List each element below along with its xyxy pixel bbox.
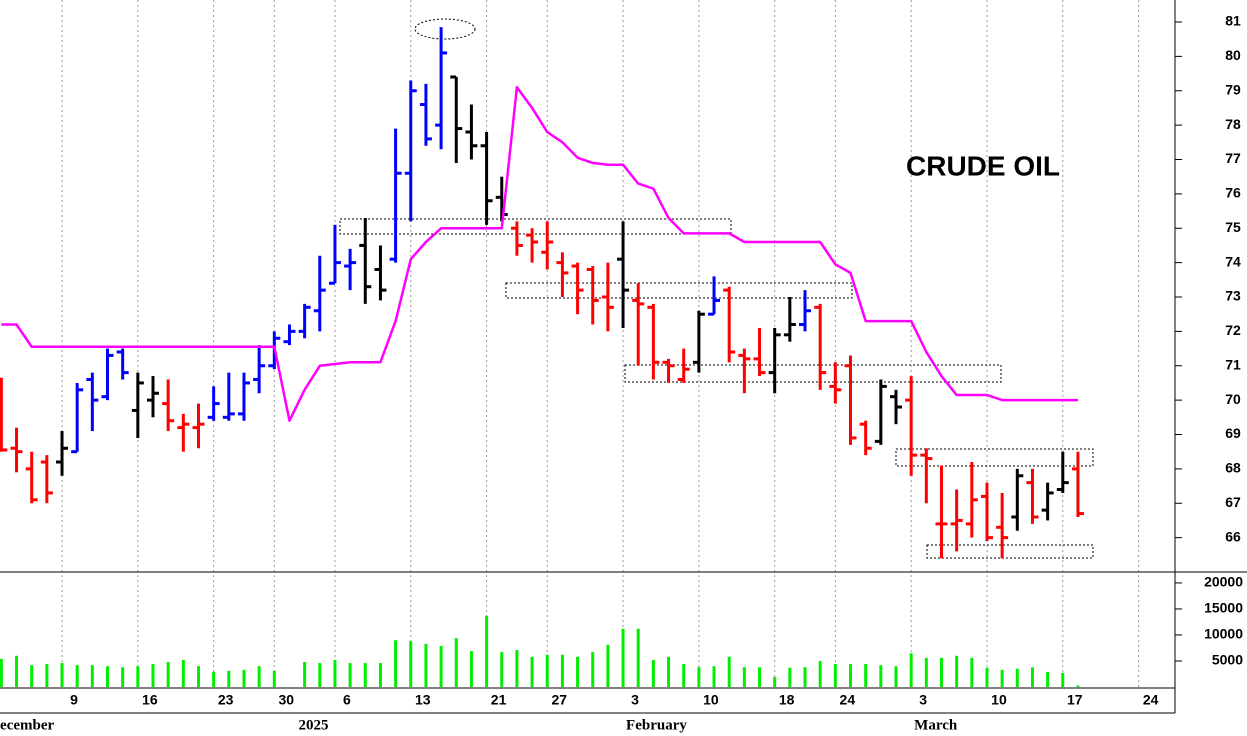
x-tick-label: 23 bbox=[218, 692, 234, 708]
y-tick-label: 75 bbox=[1225, 219, 1241, 235]
y-tick-label: 70 bbox=[1225, 391, 1241, 407]
x-tick-label: 24 bbox=[1143, 692, 1159, 708]
y-tick-label: 72 bbox=[1225, 322, 1241, 338]
x-tick-label: 13 bbox=[415, 692, 431, 708]
x-tick-label: 16 bbox=[142, 692, 158, 708]
stop-line bbox=[1, 86, 1078, 422]
volume-tick-label: 20000 bbox=[1204, 574, 1243, 590]
chart-title: CRUDE OIL bbox=[906, 150, 1060, 181]
x-tick-label: 3 bbox=[919, 692, 927, 708]
y-tick-label: 74 bbox=[1225, 253, 1241, 269]
y-tick-label: 69 bbox=[1225, 425, 1241, 441]
y-tick-label: 68 bbox=[1225, 460, 1241, 476]
support-box bbox=[926, 544, 1094, 559]
y-tick-label: 79 bbox=[1225, 81, 1241, 97]
x-tick-label: 24 bbox=[840, 692, 856, 708]
y-tick-label: 80 bbox=[1225, 47, 1241, 63]
x-tick-label: 10 bbox=[991, 692, 1007, 708]
resistance-box bbox=[624, 364, 1002, 383]
volume-tick-label: 15000 bbox=[1204, 600, 1243, 616]
month-label: March bbox=[914, 717, 958, 733]
month-label: 2025 bbox=[299, 717, 329, 733]
x-tick-label: 10 bbox=[703, 692, 719, 708]
y-tick-label: 67 bbox=[1225, 494, 1241, 510]
y-tick-label: 77 bbox=[1225, 150, 1241, 166]
volume-tick-label: 5000 bbox=[1212, 652, 1243, 668]
resistance-box bbox=[505, 282, 853, 299]
x-tick-label: 27 bbox=[551, 692, 567, 708]
x-tick-label: 21 bbox=[491, 692, 507, 708]
y-tick-label: 78 bbox=[1225, 116, 1241, 132]
x-tick-label: 17 bbox=[1067, 692, 1083, 708]
volume-tick-label: 10000 bbox=[1204, 626, 1243, 642]
x-tick-label: 9 bbox=[70, 692, 78, 708]
y-tick-label: 81 bbox=[1225, 13, 1241, 29]
x-tick-label: 6 bbox=[343, 692, 351, 708]
y-tick-label: 66 bbox=[1225, 528, 1241, 544]
annotation-boxes bbox=[339, 18, 1094, 559]
resistance-box bbox=[895, 448, 1094, 467]
month-label: December bbox=[0, 717, 55, 733]
y-tick-label: 73 bbox=[1225, 288, 1241, 304]
x-tick-label: 3 bbox=[631, 692, 639, 708]
month-label: February bbox=[626, 717, 687, 733]
resistance-box bbox=[339, 218, 732, 235]
plot bbox=[0, 27, 1084, 687]
x-tick-label: 30 bbox=[279, 692, 295, 708]
x-tick-label: 18 bbox=[779, 692, 795, 708]
peak-ellipse bbox=[414, 18, 476, 40]
y-tick-label: 76 bbox=[1225, 185, 1241, 201]
y-tick-label: 71 bbox=[1225, 356, 1241, 372]
